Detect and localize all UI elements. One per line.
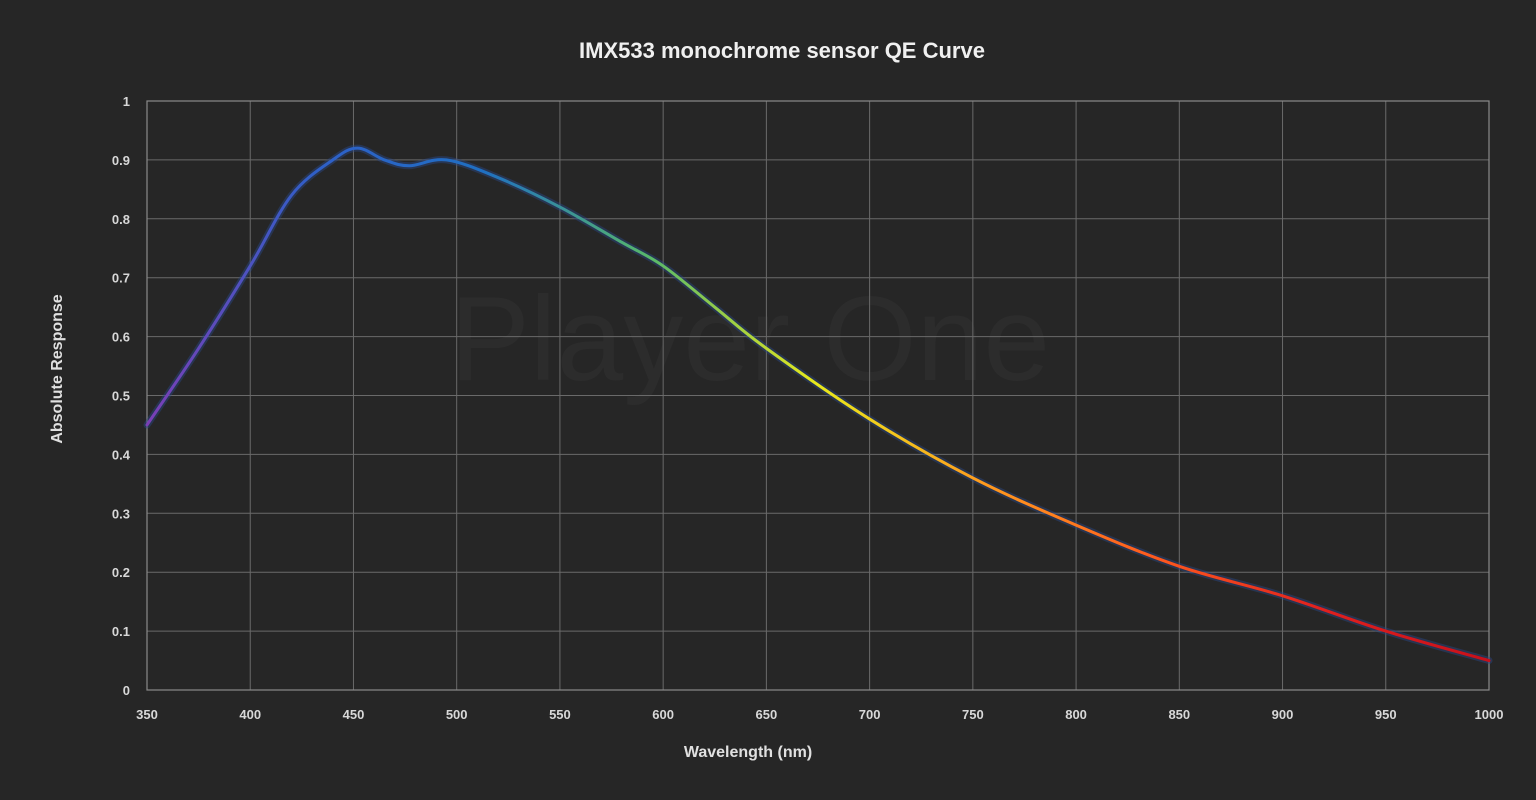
chart-title: IMX533 monochrome sensor QE Curve — [579, 38, 985, 63]
y-tick-label: 0.2 — [112, 565, 130, 580]
x-tick-label: 850 — [1168, 707, 1190, 722]
x-axis-label: Wavelength (nm) — [684, 744, 812, 761]
x-tick-label: 350 — [136, 707, 158, 722]
x-tick-label: 400 — [239, 707, 261, 722]
x-tick-label: 950 — [1375, 707, 1397, 722]
y-axis-label: Absolute Response — [49, 294, 66, 443]
y-tick-label: 0 — [123, 683, 130, 698]
x-tick-label: 700 — [859, 707, 881, 722]
x-tick-label: 650 — [756, 707, 778, 722]
y-tick-label: 0.8 — [112, 212, 130, 227]
series-line — [145, 146, 1491, 663]
x-tick-label: 550 — [549, 707, 571, 722]
y-tick-label: 0.7 — [112, 271, 130, 286]
x-tick-label: 450 — [343, 707, 365, 722]
x-tick-label: 750 — [962, 707, 984, 722]
y-tick-label: 0.4 — [112, 447, 131, 462]
x-tick-label: 500 — [446, 707, 468, 722]
x-axis-ticks: 350 400 450 500 550 600 650 700 750 800 850 900 950 1… — [136, 707, 1503, 722]
y-axis-ticks: 0 0.1 0.2 0.3 0.4 0.5 0.6 0.7 0.8 0.9 1 — [112, 94, 131, 698]
x-tick-label: 900 — [1272, 707, 1294, 722]
series-group — [143, 144, 1493, 665]
y-tick-label: 0.5 — [112, 389, 130, 404]
y-tick-label: 0.9 — [112, 153, 130, 168]
x-tick-label: 1000 — [1475, 707, 1504, 722]
watermark: Player One — [450, 272, 1050, 406]
y-tick-label: 0.3 — [112, 506, 130, 521]
plot-area-frame — [146, 100, 1490, 691]
x-tick-label: 800 — [1065, 707, 1087, 722]
y-tick-label: 1 — [123, 94, 130, 109]
x-tick-label: 600 — [652, 707, 674, 722]
y-tick-label: 0.6 — [112, 330, 130, 345]
y-tick-label: 0.1 — [112, 624, 130, 639]
grid — [146, 100, 1490, 691]
